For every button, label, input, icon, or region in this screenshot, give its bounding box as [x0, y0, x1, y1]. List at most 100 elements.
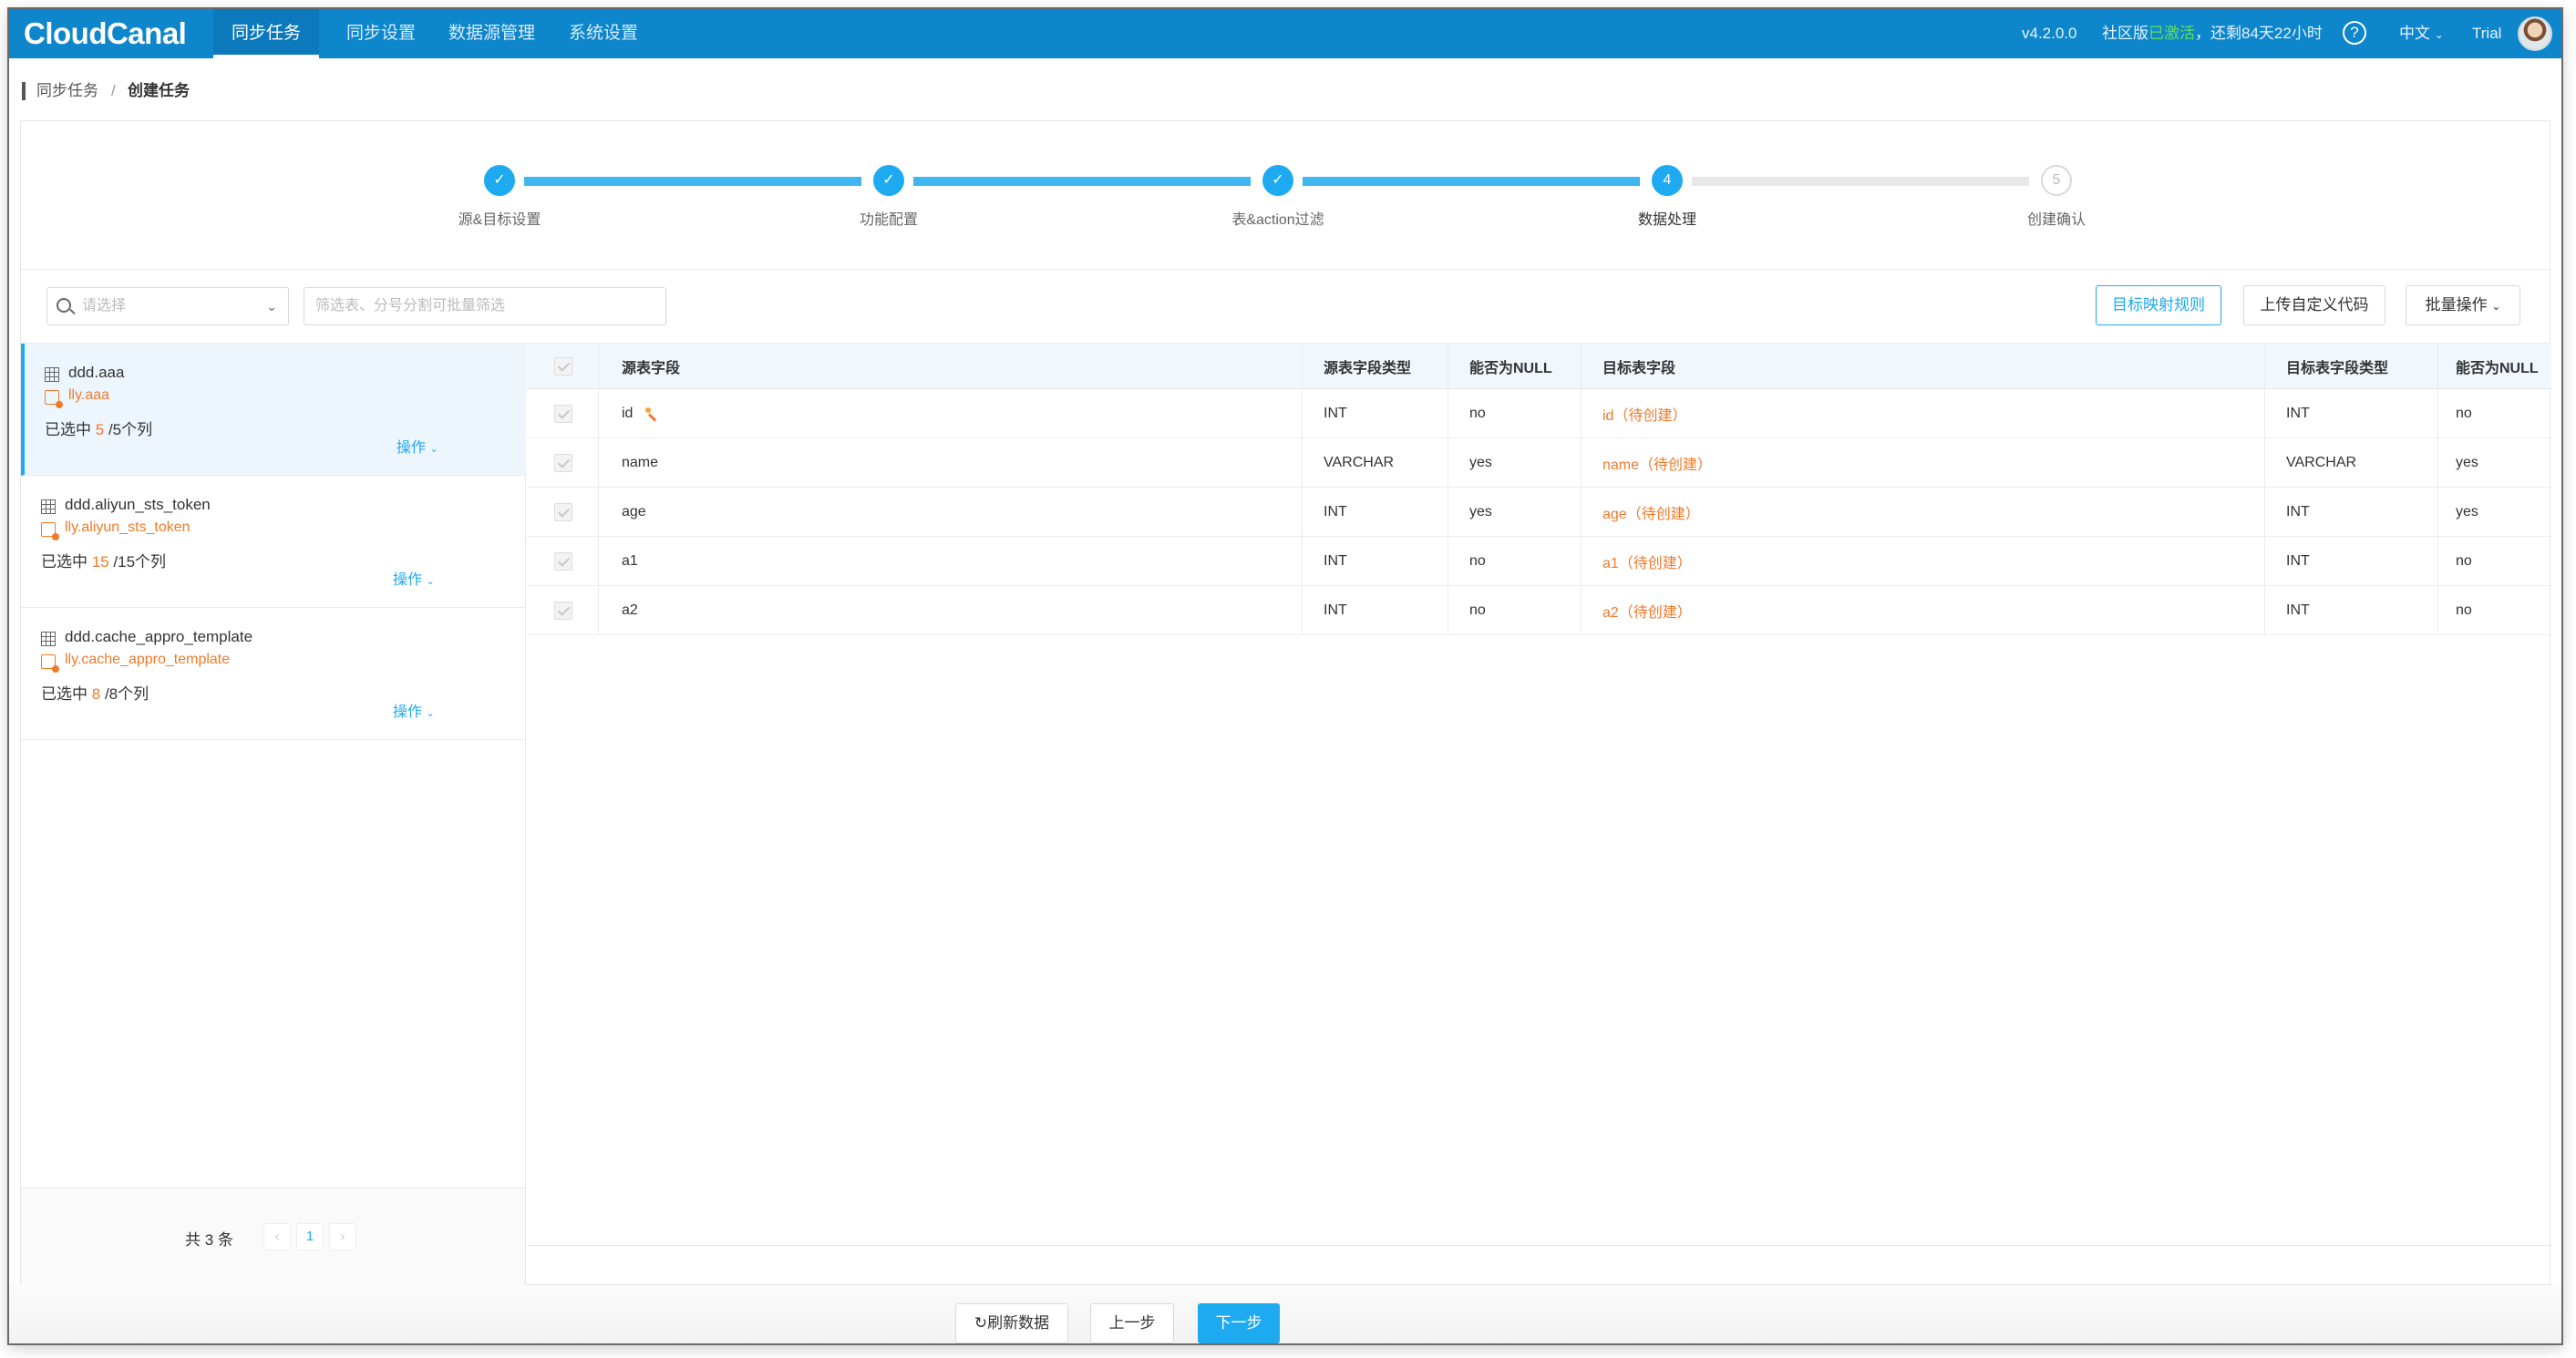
table-filter-input[interactable]: 筛选表、分号分割可批量筛选: [304, 287, 666, 325]
table-row[interactable]: age INT yes age（待创建） INT yes: [527, 488, 2551, 537]
create-task-card: ✓ ✓ ✓ 4 5 源&目标设置 功能配置 表&action过滤 数据处理 创建…: [20, 120, 2551, 1286]
table-list-panel: ddd.aaa lly.aaa 已选中 5 /5个列 操作 ⌄ ddd.aliy…: [21, 344, 526, 1286]
column-divider: [598, 344, 599, 388]
help-icon[interactable]: ?: [2343, 21, 2366, 45]
selected-columns: 已选中 15 /15个列: [41, 549, 166, 571]
pagination-next-button[interactable]: ›: [329, 1223, 356, 1250]
column-divider: [598, 389, 599, 437]
table-select-placeholder: 请选择: [82, 298, 127, 314]
target-field-cell[interactable]: a2（待创建）: [1602, 604, 1692, 621]
table-header: 源表字段 源表字段类型 能否为NULL 目标表字段 目标表字段类型 能否为NUL…: [527, 344, 2551, 389]
target-field-cell[interactable]: age（待创建）: [1602, 506, 1700, 522]
prev-step-button[interactable]: 上一步: [1090, 1303, 1174, 1343]
row-checkbox[interactable]: [554, 551, 572, 571]
cloudcanal-logo[interactable]: CloudCanal: [24, 16, 187, 50]
target-table-icon: [41, 654, 59, 673]
language-select[interactable]: 中文 ⌄: [2399, 9, 2444, 58]
nav-datasource-management[interactable]: 数据源管理: [448, 24, 536, 43]
target-nullable-cell: no: [2456, 602, 2472, 618]
nav-sync-settings[interactable]: 同步设置: [346, 24, 417, 43]
user-name[interactable]: Trial: [2472, 25, 2502, 42]
selected-count: 15: [91, 553, 109, 571]
batch-operation-label: 批量操作: [2425, 296, 2488, 314]
pagination-prev-button[interactable]: ‹: [263, 1223, 291, 1250]
target-table-icon: [41, 522, 59, 540]
selected-prefix: 已选中: [45, 421, 91, 438]
nav-sync-tasks[interactable]: 同步任务: [213, 9, 320, 58]
step-3-check-icon: ✓: [1262, 165, 1293, 196]
column-divider: [1302, 537, 1303, 585]
column-divider: [1581, 537, 1582, 585]
target-type-cell: INT: [2286, 503, 2310, 520]
pagination-total: 共 3 条: [185, 1231, 233, 1249]
table-row[interactable]: a1 INT no a1（待创建） INT no: [527, 537, 2551, 586]
column-divider: [1302, 438, 1303, 487]
column-divider: [2437, 586, 2438, 634]
operation-dropdown[interactable]: 操作 ⌄: [397, 435, 438, 457]
target-table-icon: [45, 390, 63, 408]
column-divider: [598, 586, 599, 634]
source-field-cell: id: [622, 389, 658, 437]
table-row[interactable]: name VARCHAR yes name（待创建） VARCHAR yes: [527, 438, 2551, 488]
refresh-data-button[interactable]: ↻刷新数据: [955, 1303, 1068, 1343]
source-table-name: ddd.aliyun_sts_token: [65, 496, 211, 513]
column-divider: [1302, 344, 1303, 388]
table-select[interactable]: 请选择 ⌄: [46, 287, 289, 325]
nav-system-settings[interactable]: 系统设置: [569, 24, 639, 43]
source-field-cell: name: [622, 454, 659, 470]
mapping-rule-button[interactable]: 目标映射规则: [2096, 285, 2221, 325]
selected-total: /15个列: [113, 553, 167, 571]
table-icon: [45, 367, 59, 382]
avatar[interactable]: [2518, 16, 2552, 51]
target-field-cell[interactable]: id（待创建）: [1602, 407, 1687, 424]
source-nullable-cell: yes: [1469, 454, 1492, 470]
step-label-data-processing: 数据处理: [1637, 212, 1696, 228]
column-divider: [2264, 537, 2265, 585]
pagination-page-1[interactable]: 1: [296, 1223, 324, 1250]
chevron-down-icon: ⌄: [426, 576, 435, 587]
next-step-button[interactable]: 下一步: [1198, 1303, 1280, 1343]
pagination: 共 3 条 ‹ 1 ›: [21, 1188, 525, 1286]
breadcrumb-sync-tasks[interactable]: 同步任务: [36, 82, 98, 99]
source-type-cell: INT: [1324, 602, 1347, 618]
source-type-cell: INT: [1324, 503, 1347, 520]
list-item[interactable]: ddd.cache_appro_template lly.cache_appro…: [21, 608, 526, 740]
source-table-name: ddd.aaa: [68, 364, 125, 381]
row-checkbox[interactable]: [554, 502, 572, 521]
source-field-cell: age: [622, 503, 646, 520]
chevron-down-icon: ⌄: [266, 299, 277, 314]
header-source-field: 源表字段: [622, 360, 681, 376]
column-divider: [1581, 389, 1582, 437]
selected-count: 8: [91, 685, 101, 703]
breadcrumb-marker: [22, 82, 26, 100]
list-item[interactable]: ddd.aliyun_sts_token lly.aliyun_sts_toke…: [21, 476, 526, 608]
column-divider: [598, 537, 599, 585]
operation-dropdown[interactable]: 操作 ⌄: [393, 567, 435, 589]
chevron-down-icon: ⌄: [2491, 300, 2501, 313]
upload-custom-code-button[interactable]: 上传自定义代码: [2243, 285, 2385, 325]
refresh-data-label: 刷新数据: [987, 1314, 1050, 1332]
source-type-cell: VARCHAR: [1324, 454, 1395, 470]
column-divider: [2264, 438, 2265, 487]
columns-table: 源表字段 源表字段类型 能否为NULL 目标表字段 目标表字段类型 能否为NUL…: [527, 344, 2551, 1246]
select-all-checkbox[interactable]: [554, 356, 572, 376]
row-checkbox[interactable]: [554, 601, 572, 620]
edition-remaining: ，还剩84天22小时: [2195, 25, 2323, 42]
row-checkbox[interactable]: [554, 404, 572, 423]
breadcrumb-create-task: 创建任务: [128, 82, 190, 99]
operation-label: 操作: [393, 572, 423, 588]
breadcrumb-separator: /: [111, 82, 116, 99]
operation-dropdown[interactable]: 操作 ⌄: [393, 699, 435, 721]
table-row[interactable]: a2 INT no a2（待创建） INT no: [527, 586, 2551, 635]
source-type-cell: INT: [1324, 405, 1347, 421]
column-divider: [1302, 488, 1303, 536]
table-row[interactable]: id INT no id（待创建） INT no: [527, 389, 2551, 438]
list-item[interactable]: ddd.aaa lly.aaa 已选中 5 /5个列 操作 ⌄: [21, 344, 526, 476]
source-nullable-cell: no: [1469, 552, 1486, 569]
selected-total: /8个列: [104, 685, 149, 703]
target-field-cell[interactable]: name（待创建）: [1602, 457, 1713, 473]
target-field-cell[interactable]: a1（待创建）: [1602, 555, 1692, 571]
source-field-cell: a1: [622, 552, 638, 569]
batch-operation-button[interactable]: 批量操作 ⌄: [2406, 285, 2520, 325]
row-checkbox[interactable]: [554, 453, 572, 472]
